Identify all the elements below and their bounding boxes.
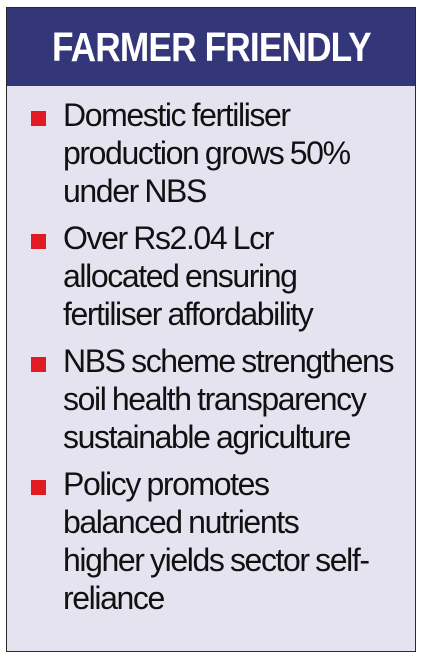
list-item: Policy promotes balanced nutrients highe… <box>7 465 415 617</box>
square-bullet-icon <box>31 111 46 126</box>
list-item: NBS scheme strengthens soil health trans… <box>7 342 415 456</box>
bullet-list: Domestic fertiliser production grows 50%… <box>7 86 415 617</box>
list-item-line: Over Rs2.04 Lcr <box>63 220 274 256</box>
list-item-line: Policy promotes <box>63 466 270 502</box>
square-bullet-icon <box>31 357 46 372</box>
list-item-line: balanced nutrients <box>63 504 300 540</box>
list-item-line: NBS scheme strengthens <box>63 343 394 379</box>
list-item: Over Rs2.04 Lcr allocated ensuring ferti… <box>7 219 415 333</box>
infobox-header: FARMER FRIENDLY <box>7 8 415 86</box>
infobox-title: FARMER FRIENDLY <box>51 23 372 70</box>
list-item-line: production grows 50% <box>63 135 351 171</box>
list-item-line: allocated ensuring <box>63 258 298 294</box>
list-item-line: sustainable agriculture <box>63 419 351 455</box>
infobox-card: FARMER FRIENDLY Domestic fertiliser prod… <box>6 7 416 652</box>
list-item: Domestic fertiliser production grows 50%… <box>7 96 415 210</box>
list-item-line: fertiliser affordability <box>63 296 314 332</box>
list-item-line: reliance <box>63 580 165 616</box>
list-item-line: higher yields sector self- <box>63 542 370 578</box>
square-bullet-icon <box>31 234 46 249</box>
list-item-line: soil health transparency <box>63 381 367 417</box>
square-bullet-icon <box>31 480 46 495</box>
list-item-line: under NBS <box>63 173 207 209</box>
list-item-line: Domestic fertiliser <box>63 97 291 133</box>
